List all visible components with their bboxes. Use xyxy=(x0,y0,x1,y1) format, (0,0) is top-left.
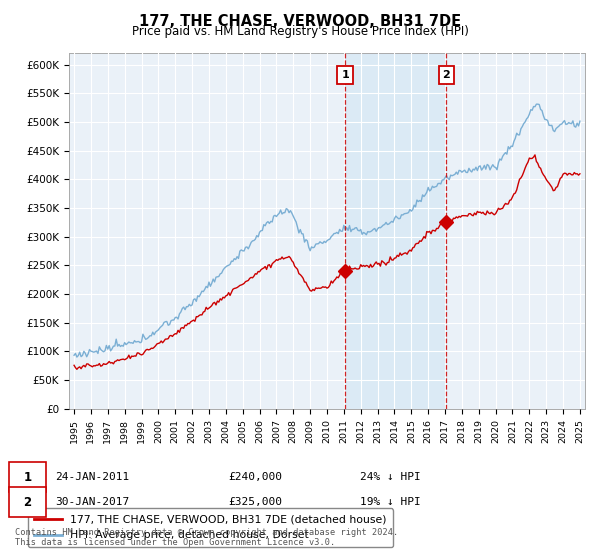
Text: 1: 1 xyxy=(23,470,32,484)
Text: £325,000: £325,000 xyxy=(228,497,282,507)
Text: 24% ↓ HPI: 24% ↓ HPI xyxy=(360,472,421,482)
Text: 177, THE CHASE, VERWOOD, BH31 7DE: 177, THE CHASE, VERWOOD, BH31 7DE xyxy=(139,14,461,29)
Text: 19% ↓ HPI: 19% ↓ HPI xyxy=(360,497,421,507)
Legend: 177, THE CHASE, VERWOOD, BH31 7DE (detached house), HPI: Average price, detached: 177, THE CHASE, VERWOOD, BH31 7DE (detac… xyxy=(28,508,393,547)
Text: 24-JAN-2011: 24-JAN-2011 xyxy=(55,472,130,482)
Text: 30-JAN-2017: 30-JAN-2017 xyxy=(55,497,130,507)
Text: 1: 1 xyxy=(341,70,349,80)
Text: Contains HM Land Registry data © Crown copyright and database right 2024.
This d: Contains HM Land Registry data © Crown c… xyxy=(15,528,398,547)
Bar xyxy=(345,53,446,409)
Text: 2: 2 xyxy=(23,496,32,509)
Text: Price paid vs. HM Land Registry's House Price Index (HPI): Price paid vs. HM Land Registry's House … xyxy=(131,25,469,38)
Text: 2: 2 xyxy=(443,70,450,80)
Text: £240,000: £240,000 xyxy=(228,472,282,482)
